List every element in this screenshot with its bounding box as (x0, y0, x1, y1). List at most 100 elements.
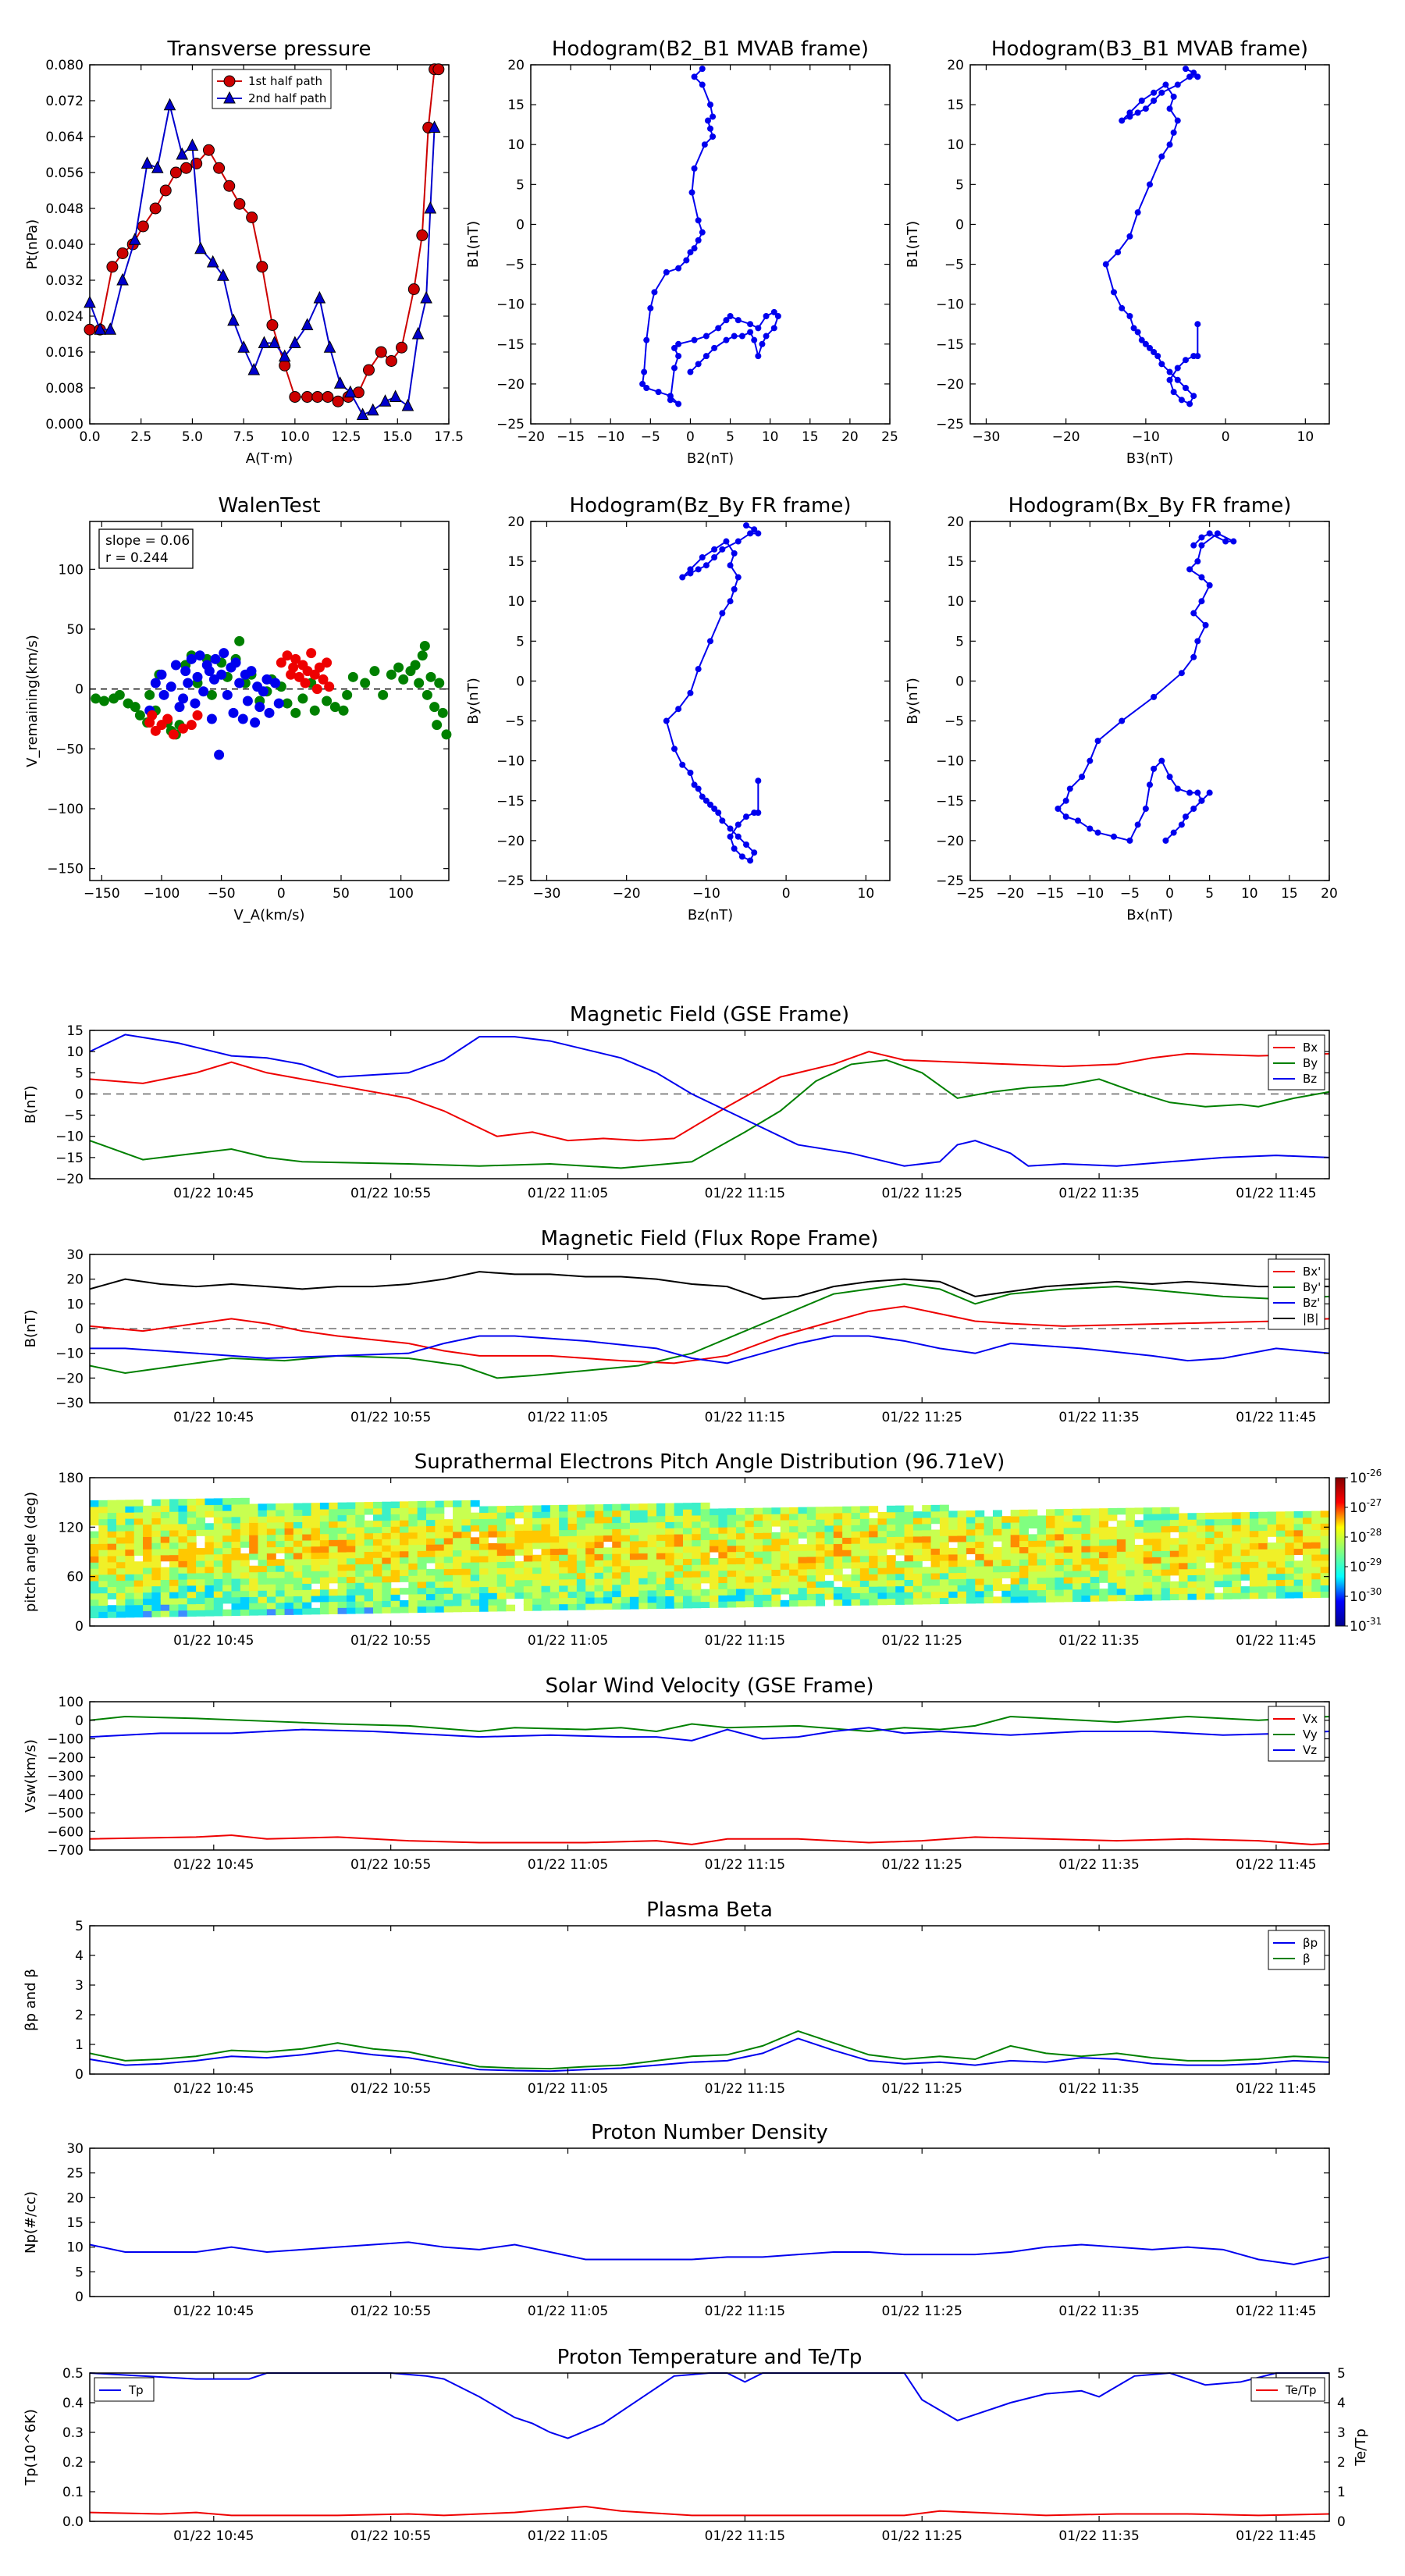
heatmap-cell (143, 1530, 152, 1537)
heatmap-cell (656, 1509, 666, 1517)
heatmap-cell (930, 1560, 941, 1567)
heatmap-cell (382, 1582, 392, 1589)
heatmap-cell (1258, 1517, 1268, 1525)
heatmap-cell (1240, 1530, 1250, 1538)
heatmap-cell (417, 1599, 427, 1607)
data-point (1198, 542, 1205, 549)
heatmap-cell (231, 1498, 241, 1505)
heatmap-cell (258, 1559, 268, 1567)
legend-label: By' (1303, 1280, 1321, 1294)
heatmap-cell (355, 1532, 365, 1540)
heatmap-cell (1081, 1595, 1091, 1602)
heatmap-cell (276, 1509, 286, 1517)
heatmap-cell (1126, 1563, 1136, 1571)
heatmap-cell (169, 1603, 180, 1611)
data-point (198, 686, 209, 697)
heatmap-cell (718, 1557, 728, 1565)
data-point (747, 857, 754, 864)
chart-hodo_fr_xy: −25 −20 −15 −10 −5 0 5 10 15 20−25−20−15−10−50510… (905, 494, 1338, 923)
heatmap-cell (382, 1539, 392, 1546)
colorbar-exponent: -26 (1367, 1468, 1382, 1478)
heatmap-cell (816, 1599, 826, 1606)
heatmap-cell (1099, 1545, 1109, 1553)
heatmap-cell (753, 1569, 763, 1577)
heatmap-cell (116, 1561, 126, 1569)
heatmap-cell (576, 1572, 586, 1580)
data-point (671, 344, 678, 351)
data-point (422, 689, 432, 700)
data-point (429, 702, 440, 713)
heatmap-cell (1214, 1550, 1224, 1557)
heatmap-cell (957, 1523, 967, 1530)
heatmap-cell (957, 1566, 967, 1573)
heatmap-cell (1258, 1524, 1268, 1532)
heatmap-cell (727, 1600, 737, 1608)
data-point (309, 669, 320, 680)
heatmap-cell (665, 1515, 675, 1522)
heatmap-cell (302, 1558, 312, 1566)
heatmap-cell (629, 1603, 639, 1610)
data-point (254, 702, 265, 713)
y2-tick-label: 0 (1337, 2514, 1346, 2530)
x-tick-label: 50 (333, 886, 350, 902)
heatmap-cell (621, 1578, 631, 1585)
data-point (1151, 765, 1158, 772)
colorbar-exponent: -31 (1367, 1616, 1382, 1627)
heatmap-cell (240, 1516, 250, 1524)
heatmap-cell (1240, 1574, 1250, 1581)
heatmap-cell (1285, 1560, 1295, 1568)
heatmap-cell (1152, 1575, 1162, 1582)
heatmap-cell (1108, 1545, 1118, 1553)
heatmap-cell (859, 1567, 870, 1575)
heatmap-cell (90, 1550, 99, 1557)
heatmap-cell (1081, 1521, 1091, 1528)
heatmap-cell (1169, 1568, 1179, 1576)
data-point (1151, 693, 1158, 700)
heatmap-cell (789, 1513, 799, 1521)
heatmap-cell (682, 1589, 692, 1596)
heatmap-cell (763, 1539, 772, 1546)
heatmap-cell (116, 1580, 126, 1587)
heatmap-cell (886, 1592, 896, 1599)
heatmap-cell (143, 1555, 152, 1562)
heatmap-cell (1037, 1540, 1047, 1547)
heatmap-cell (930, 1529, 941, 1537)
heatmap-cell (1037, 1534, 1047, 1541)
heatmap-cell (1320, 1591, 1330, 1598)
heatmap-cell (674, 1571, 684, 1578)
heatmap-cell (249, 1553, 259, 1560)
data-point (641, 368, 648, 375)
heatmap-cell (1072, 1595, 1082, 1603)
heatmap-cell (1126, 1551, 1136, 1558)
y-tick-label: −20 (55, 1371, 84, 1386)
heatmap-cell (337, 1508, 347, 1516)
chart-title: Hodogram(B3_B1 MVAB frame) (991, 37, 1308, 61)
heatmap-cell (798, 1550, 808, 1557)
heatmap-cell (1010, 1590, 1020, 1597)
x-tick-label: 2.5 (130, 429, 151, 445)
y-axis-label: B(nT) (23, 1310, 39, 1348)
heatmap-cell (1108, 1508, 1118, 1515)
heatmap-cell (710, 1533, 719, 1540)
heatmap-cell (1169, 1562, 1179, 1570)
heatmap-cell (1205, 1550, 1215, 1557)
heatmap-cell (506, 1561, 516, 1568)
heatmap-cell (311, 1521, 321, 1528)
heatmap-cell (594, 1522, 604, 1530)
heatmap-cell (1152, 1582, 1162, 1589)
heatmap-cell (1285, 1529, 1295, 1537)
heatmap-cell (753, 1588, 763, 1596)
chart-hodo_mvab_31: −30 −20 −10 0 10−25−20−15−10−505101520Hodogr… (905, 37, 1330, 467)
heatmap-cell (585, 1597, 596, 1604)
heatmap-cell (939, 1572, 949, 1580)
heatmap-cell (559, 1517, 569, 1525)
heatmap-cell (594, 1553, 604, 1560)
heatmap-cell (621, 1516, 631, 1523)
heatmap-cell (550, 1579, 560, 1586)
y-axis-label: Np(#/cc) (23, 2191, 39, 2254)
heatmap-cell (842, 1574, 852, 1582)
heatmap-cell (948, 1566, 959, 1574)
data-point (159, 184, 172, 197)
data-point (158, 689, 169, 700)
